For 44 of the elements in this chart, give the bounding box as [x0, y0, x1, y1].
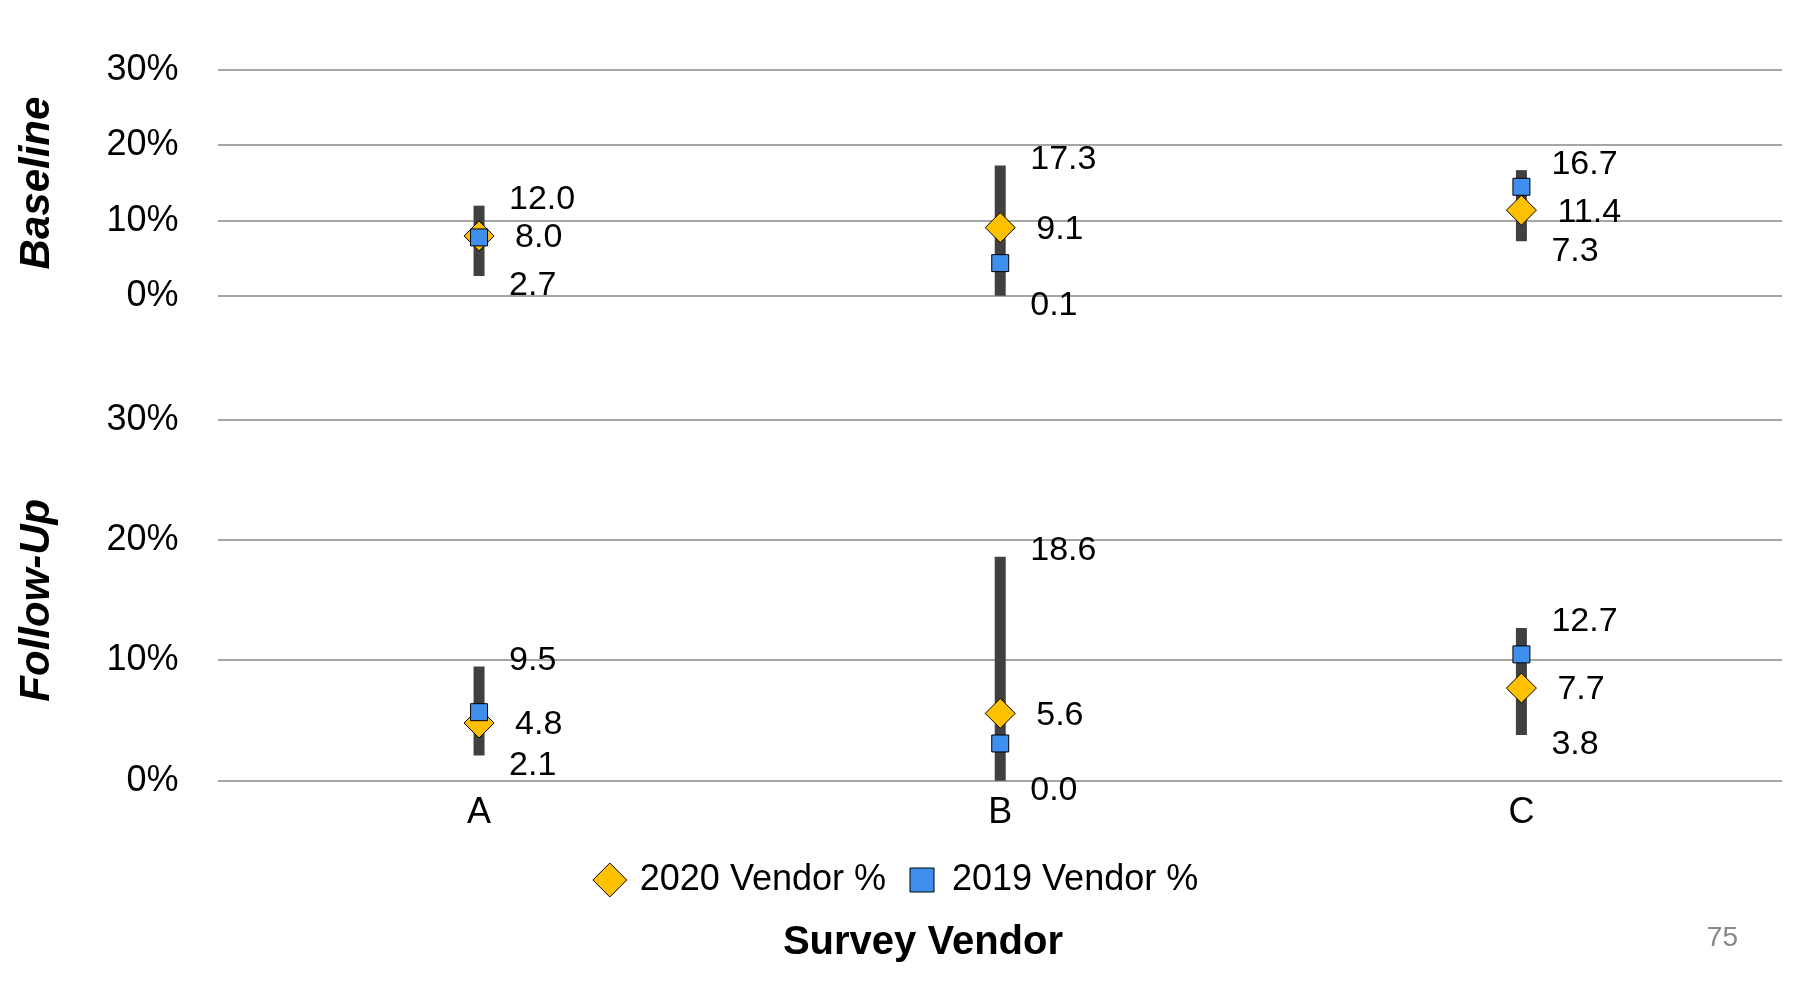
y-tick-label: 30%	[106, 46, 179, 88]
annotation: 12.0	[509, 178, 576, 217]
point	[991, 254, 1010, 273]
y-tick-label: 20%	[106, 516, 179, 558]
point	[991, 734, 1010, 753]
x-axis-title: Survey Vendor	[782, 918, 1064, 962]
annotation: 12.7	[1551, 600, 1618, 639]
data-label: 7.7	[1557, 668, 1605, 707]
x-tick-label: A	[467, 790, 492, 832]
point	[1512, 177, 1531, 196]
y-axis-title: Follow-Up	[10, 498, 58, 702]
data-label: 9.1	[1036, 207, 1084, 246]
point	[984, 212, 1016, 244]
y-tick-label: 30%	[106, 396, 179, 438]
annotation: 0.0	[1030, 769, 1078, 808]
y-axis-title: Baseline	[10, 96, 58, 270]
data-label: 5.6	[1036, 693, 1084, 732]
text: 75	[1706, 921, 1738, 953]
y-tick-label: 0%	[126, 273, 179, 315]
x-tick-label: B	[988, 790, 1013, 832]
annotation: 2.7	[509, 264, 557, 303]
legend-label: 2020 Vendor %	[639, 856, 886, 898]
annotation: 16.7	[1551, 142, 1618, 181]
legend-label: 2019 Vendor %	[952, 856, 1199, 898]
point	[1505, 672, 1537, 704]
y-tick-label: 10%	[106, 637, 179, 679]
data-label: 4.8	[515, 703, 563, 742]
annotation: 2.1	[509, 743, 557, 782]
point	[470, 703, 489, 722]
point	[1512, 645, 1531, 664]
annotation: 0.1	[1030, 284, 1078, 323]
data-label: 8.0	[515, 216, 563, 255]
data-label: 11.4	[1557, 190, 1622, 229]
y-tick-label: 10%	[106, 197, 179, 239]
annotation: 3.8	[1551, 723, 1599, 762]
annotation: 17.3	[1030, 137, 1097, 176]
y-tick-label: 20%	[106, 122, 179, 164]
annotation: 7.3	[1551, 229, 1599, 268]
x-tick-label: C	[1508, 790, 1535, 832]
y-tick-label: 0%	[126, 757, 179, 799]
annotation: 18.6	[1030, 529, 1097, 568]
point	[984, 697, 1016, 729]
point	[1505, 194, 1537, 226]
annotation: 9.5	[509, 638, 557, 677]
